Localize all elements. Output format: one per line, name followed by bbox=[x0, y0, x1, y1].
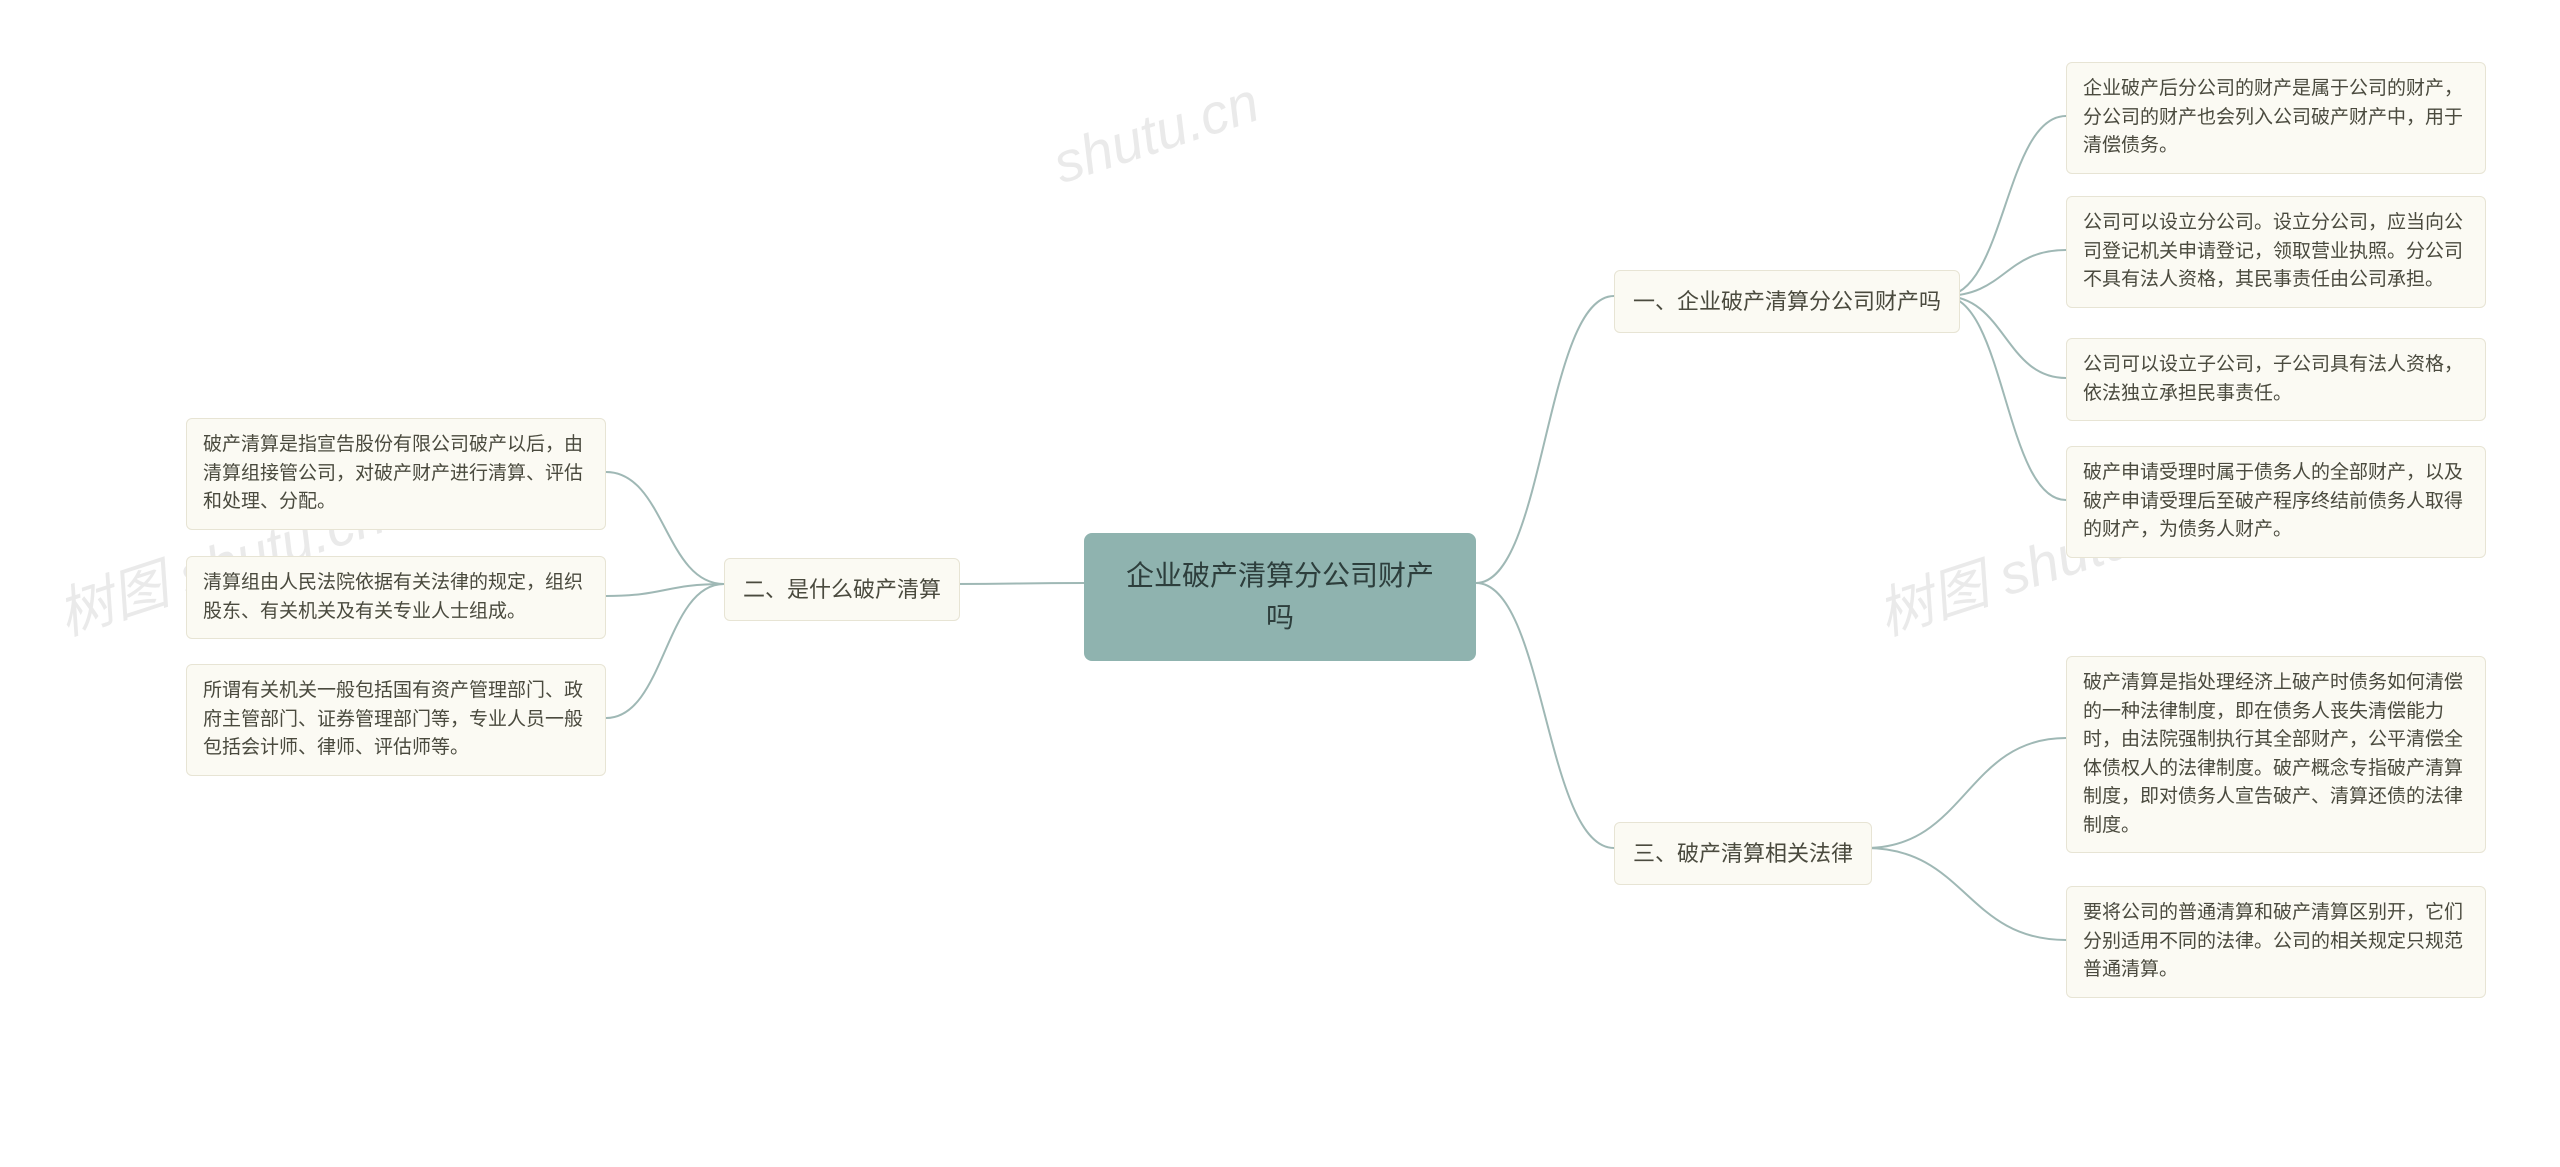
branch-3: 三、破产清算相关法律 bbox=[1614, 822, 1872, 885]
branch-1-leaf-1: 企业破产后分公司的财产是属于公司的财产，分公司的财产也会列入公司破产财产中，用于… bbox=[2066, 62, 2486, 174]
watermark-2: shutu.cn bbox=[1045, 69, 1266, 196]
root-node: 企业破产清算分公司财产吗 bbox=[1084, 533, 1476, 661]
branch-3-leaf-2: 要将公司的普通清算和破产清算区别开，它们分别适用不同的法律。公司的相关规定只规范… bbox=[2066, 886, 2486, 998]
branch-2-leaf-2: 清算组由人民法院依据有关法律的规定，组织股东、有关机关及有关专业人士组成。 bbox=[186, 556, 606, 639]
branch-3-leaf-1: 破产清算是指处理经济上破产时债务如何清偿的一种法律制度，即在债务人丧失清偿能力时… bbox=[2066, 656, 2486, 853]
branch-1: 一、企业破产清算分公司财产吗 bbox=[1614, 270, 1960, 333]
branch-1-leaf-4: 破产申请受理时属于债务人的全部财产，以及破产申请受理后至破产程序终结前债务人取得… bbox=[2066, 446, 2486, 558]
branch-1-leaf-2: 公司可以设立分公司。设立分公司，应当向公司登记机关申请登记，领取营业执照。分公司… bbox=[2066, 196, 2486, 308]
branch-2-leaf-1: 破产清算是指宣告股份有限公司破产以后，由清算组接管公司，对破产财产进行清算、评估… bbox=[186, 418, 606, 530]
branch-2: 二、是什么破产清算 bbox=[724, 558, 960, 621]
branch-2-leaf-3: 所谓有关机关一般包括国有资产管理部门、政府主管部门、证券管理部门等，专业人员一般… bbox=[186, 664, 606, 776]
branch-1-leaf-3: 公司可以设立子公司，子公司具有法人资格，依法独立承担民事责任。 bbox=[2066, 338, 2486, 421]
